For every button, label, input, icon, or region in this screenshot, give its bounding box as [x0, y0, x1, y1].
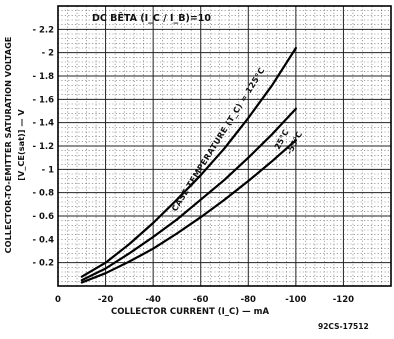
plot-frame [57, 5, 392, 287]
series-line-0 [80, 46, 297, 278]
x-axis-label: COLLECTOR CURRENT (I_C) — mA [111, 307, 269, 317]
x-tick-label: 0 [55, 295, 61, 305]
series-line-2 [80, 139, 297, 284]
y-tick-label: - 2.2 [32, 25, 54, 35]
y-tick-label: - 1.4 [32, 119, 54, 129]
y-tick-label: - 0.4 [32, 235, 54, 245]
y-tick-label: - 0.6 [32, 212, 54, 222]
y-tick-label: - 0.8 [32, 189, 54, 199]
y-tick-label: - 0.2 [32, 259, 54, 269]
annotation-beta: DC BÊTA (I_C / I_B)=10 [92, 12, 211, 24]
grid [57, 5, 392, 287]
figure-id: 92CS-17512 [318, 322, 369, 331]
curve-label-125: CASE TEMPERATURE (T_C) = 125°C [170, 66, 267, 213]
x-tick-label: -20 [98, 295, 113, 305]
x-tick-label: -60 [193, 295, 208, 305]
x-tick-labels: 0 -20 -40 -60 -80 -100 -120 [55, 295, 354, 305]
y-tick-label: - 1.6 [32, 95, 54, 105]
y-axis-label-line1: COLLECTOR-TO-EMITTER SATURATION VOLTAGE [3, 37, 13, 254]
x-tick-label: -80 [241, 295, 256, 305]
series-line-1 [80, 107, 297, 282]
series-group [80, 46, 297, 284]
x-tick-label: -40 [145, 295, 160, 305]
x-tick-label: -100 [285, 295, 306, 305]
y-tick-labels: - 0.2 - 0.4 - 0.6 - 0.8 - 1 - 1.2 - 1.4 - 1.6 - … [32, 25, 54, 268]
y-tick-label: - 1.8 [32, 72, 54, 82]
y-axis-label-line2: [V_CE(sat)] — V [16, 109, 26, 181]
y-tick-label: - 1.2 [32, 142, 54, 152]
y-tick-label: - 1 [42, 165, 54, 175]
y-tick-label: - 2 [42, 49, 54, 59]
x-tick-label: -120 [333, 295, 354, 305]
